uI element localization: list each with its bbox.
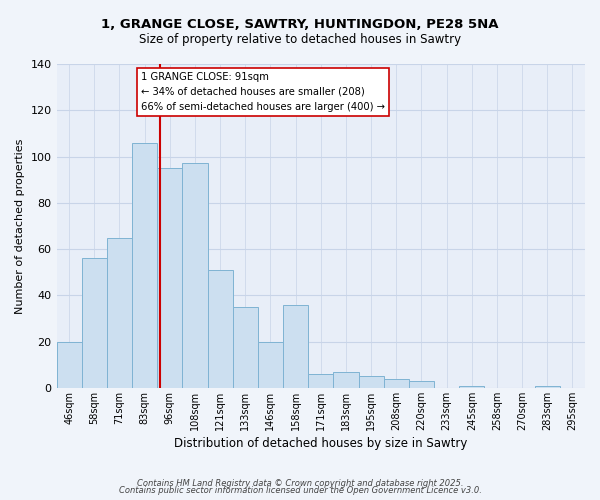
- Y-axis label: Number of detached properties: Number of detached properties: [15, 138, 25, 314]
- Text: 1 GRANGE CLOSE: 91sqm
← 34% of detached houses are smaller (208)
66% of semi-det: 1 GRANGE CLOSE: 91sqm ← 34% of detached …: [141, 72, 385, 112]
- Bar: [383, 378, 409, 388]
- Text: Size of property relative to detached houses in Sawtry: Size of property relative to detached ho…: [139, 32, 461, 46]
- Text: Contains HM Land Registry data © Crown copyright and database right 2025.: Contains HM Land Registry data © Crown c…: [137, 478, 463, 488]
- Bar: [359, 376, 383, 388]
- Bar: [132, 142, 157, 388]
- Bar: [82, 258, 107, 388]
- Bar: [308, 374, 334, 388]
- Text: 1, GRANGE CLOSE, SAWTRY, HUNTINGDON, PE28 5NA: 1, GRANGE CLOSE, SAWTRY, HUNTINGDON, PE2…: [101, 18, 499, 30]
- Bar: [208, 270, 233, 388]
- Bar: [258, 342, 283, 388]
- Bar: [182, 164, 208, 388]
- Bar: [233, 307, 258, 388]
- X-axis label: Distribution of detached houses by size in Sawtry: Distribution of detached houses by size …: [174, 437, 467, 450]
- Bar: [334, 372, 359, 388]
- Bar: [535, 386, 560, 388]
- Text: Contains public sector information licensed under the Open Government Licence v3: Contains public sector information licen…: [119, 486, 481, 495]
- Bar: [157, 168, 182, 388]
- Bar: [283, 304, 308, 388]
- Bar: [56, 342, 82, 388]
- Bar: [107, 238, 132, 388]
- Bar: [409, 381, 434, 388]
- Bar: [459, 386, 484, 388]
